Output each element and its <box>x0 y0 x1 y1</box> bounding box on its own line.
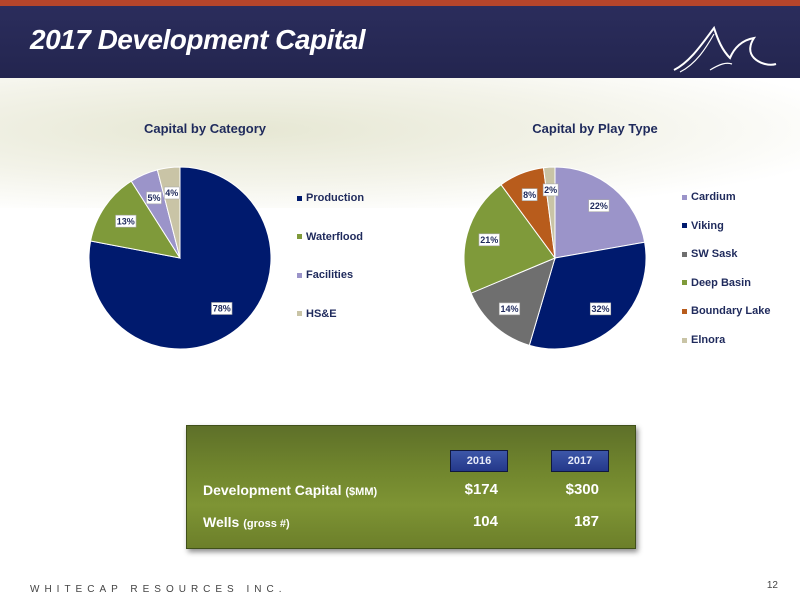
data-label-text: 32% <box>591 304 609 314</box>
data-label-box <box>478 233 500 247</box>
legend-swatch <box>297 311 302 316</box>
data-label-facilities: 5% <box>146 191 162 205</box>
data-label-box <box>146 191 162 205</box>
value-wells-2016: 104 <box>472 513 498 530</box>
legend-label: Deep Basin <box>691 276 751 289</box>
page-number: 12 <box>766 580 778 591</box>
data-label-box <box>588 199 610 213</box>
data-label-box <box>542 183 559 197</box>
legend-item-facilities: Facilities <box>297 269 353 281</box>
data-label-waterflood: 13% <box>115 214 137 228</box>
data-label-text: 14% <box>500 304 518 314</box>
pie-slice-sw-sask <box>470 257 556 346</box>
year-header-2016: 2016 <box>450 450 508 472</box>
data-label-box <box>589 302 612 316</box>
row-label-text: Wells <box>203 514 240 530</box>
legend-label: Cardium <box>691 191 736 203</box>
pie-chart-play-type: 22% 32% 14% 21% 8% 2% <box>463 166 647 350</box>
data-label-text: 4% <box>165 188 178 198</box>
header-bar: 2017 Development Capital <box>0 6 800 78</box>
data-label-text: 13% <box>117 216 135 226</box>
legend-swatch <box>682 194 687 200</box>
company-name-footer: WHITECAP RESOURCES INC. <box>30 584 287 595</box>
legend-label: Production <box>306 192 365 204</box>
top-accent-stripe <box>0 0 800 6</box>
legend-label: Viking <box>691 219 724 232</box>
data-label-boundary-lake: 8% <box>521 188 538 201</box>
data-label-box <box>115 214 137 228</box>
value-dev-capital-2017: $300 <box>565 481 599 498</box>
legend-item-waterflood: Waterflood <box>297 231 363 243</box>
data-label-text: 8% <box>523 190 536 200</box>
legend-label: Boundary Lake <box>691 305 771 318</box>
pie-chart-category: 78% 13% 5% 4% <box>88 166 272 350</box>
data-label-viking: 32% <box>589 302 612 316</box>
legend-label: HS&E <box>306 307 337 320</box>
page-title: 2017 Development Capital <box>30 24 366 55</box>
legend-swatch <box>682 280 687 286</box>
legend-label: SW Sask <box>691 248 738 261</box>
legend-item-boundary-lake: Boundary Lake <box>682 305 770 317</box>
legend-label: Elnora <box>691 334 726 346</box>
legend-item-elnora: Elnora <box>682 334 725 346</box>
data-label-hs-e: 4% <box>163 186 180 200</box>
legend-swatch <box>682 308 687 314</box>
legend-play-type: Cardium Viking SW Sask Deep Basin Boundary L… <box>682 191 792 361</box>
legend-item-cardium: Cardium <box>682 191 736 203</box>
row-unit: (gross #) <box>243 518 290 530</box>
data-label-text: 78% <box>213 304 231 314</box>
legend-swatch <box>682 337 687 343</box>
legend-label: Facilities <box>306 269 354 281</box>
data-label-cardium: 22% <box>588 199 610 213</box>
legend-item-sw-sask: SW Sask <box>682 248 737 260</box>
data-label-text: 2% <box>544 185 557 195</box>
value-wells-2017: 187 <box>573 513 599 530</box>
row-label-development-capital: Development Capital ($MM) <box>203 482 377 498</box>
data-label-text: 5% <box>147 193 160 203</box>
pie-slice-viking <box>528 241 647 350</box>
legend-item-production: Production <box>297 192 364 204</box>
data-label-box <box>498 302 521 316</box>
chart-title-category: Capital by Category <box>143 121 267 136</box>
legend-category: Production Waterflood Facilities HS&E <box>297 192 397 352</box>
data-label-box <box>521 188 538 201</box>
legend-swatch <box>297 234 302 239</box>
data-label-elnora: 2% <box>542 183 559 197</box>
legend-item-hs-e: HS&E <box>297 308 337 320</box>
legend-swatch <box>682 223 687 229</box>
data-label-sw-sask: 14% <box>498 302 521 316</box>
legend-item-viking: Viking <box>682 220 724 232</box>
year-header-2017: 2017 <box>551 450 609 472</box>
whitecap-wave-logo <box>673 25 777 73</box>
data-label-box <box>163 186 180 200</box>
data-label-production: 78% <box>211 302 233 315</box>
row-unit: ($MM) <box>345 486 378 498</box>
legend-item-deep-basin: Deep Basin <box>682 277 751 289</box>
pie-slice-cardium <box>554 166 646 259</box>
legend-label: Waterflood <box>306 230 364 243</box>
data-label-text: 22% <box>590 201 608 211</box>
legend-swatch <box>297 195 302 201</box>
row-label-text: Development Capital <box>203 482 342 498</box>
data-label-deep-basin: 21% <box>478 233 500 247</box>
summary-table: 2016 2017 Development Capital ($MM) $174… <box>186 425 636 549</box>
legend-swatch <box>297 272 302 278</box>
legend-swatch <box>682 251 687 257</box>
pie-slice-deep-basin <box>463 184 556 294</box>
data-label-box <box>211 302 233 315</box>
data-label-text: 21% <box>480 235 498 245</box>
row-label-wells: Wells (gross #) <box>203 514 290 530</box>
chart-title-play-type: Capital by Play Type <box>532 121 658 136</box>
value-dev-capital-2016: $174 <box>464 481 498 498</box>
